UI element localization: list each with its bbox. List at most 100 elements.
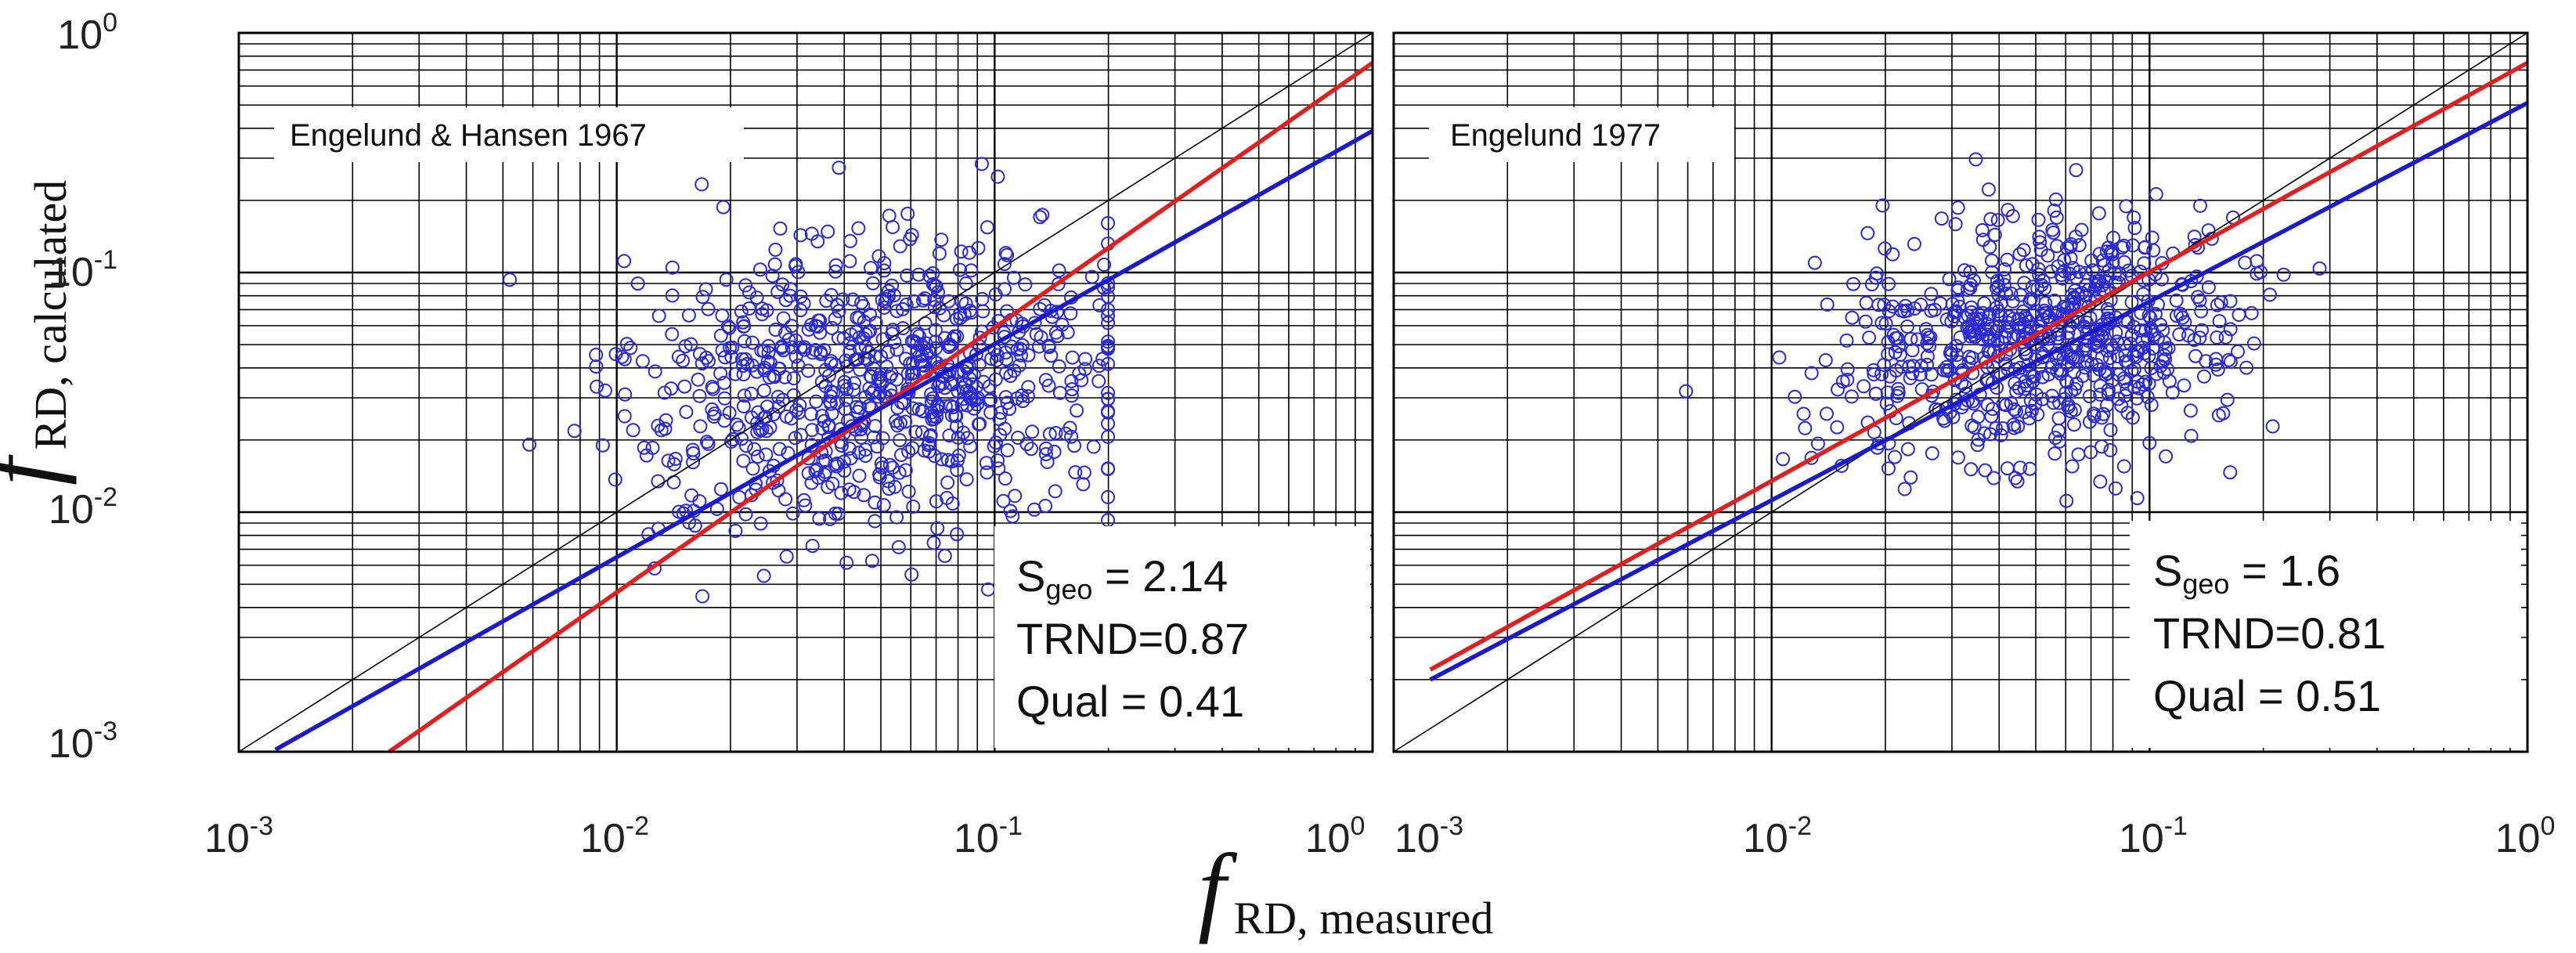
data-point xyxy=(2035,370,2050,384)
data-point xyxy=(637,440,651,455)
data-point xyxy=(759,424,774,439)
data-point xyxy=(2127,348,2141,363)
data-point xyxy=(896,321,911,336)
data-point xyxy=(1975,332,1990,347)
data-point xyxy=(701,436,716,451)
x-tick-label: 10-1 xyxy=(954,811,1023,861)
data-point xyxy=(2091,206,2106,221)
data-point xyxy=(1005,509,1020,524)
blue-fit-line xyxy=(274,128,1374,752)
data-point xyxy=(956,425,971,440)
data-point xyxy=(931,379,946,394)
data-point xyxy=(2091,274,2106,289)
data-point xyxy=(1772,350,1787,365)
data-point xyxy=(1011,431,1026,445)
data-point xyxy=(2158,352,2173,366)
data-point xyxy=(980,465,994,480)
data-point xyxy=(959,472,974,487)
data-point xyxy=(684,337,698,352)
data-point xyxy=(785,319,799,334)
data-point xyxy=(698,282,713,297)
data-point xyxy=(951,430,965,445)
data-point xyxy=(1957,263,1972,278)
data-point xyxy=(672,504,687,519)
data-point xyxy=(2118,388,2132,403)
data-point xyxy=(922,444,936,459)
blue-fit-line xyxy=(1429,101,2529,682)
data-points xyxy=(1679,152,2327,508)
data-point xyxy=(713,482,728,496)
data-point xyxy=(1997,277,2011,292)
data-point xyxy=(801,466,816,481)
data-point xyxy=(882,482,897,496)
data-point xyxy=(840,359,855,374)
data-point xyxy=(959,384,974,399)
data-point xyxy=(2034,278,2049,292)
data-point xyxy=(1942,272,1957,287)
data-point xyxy=(1067,439,1082,453)
data-point xyxy=(715,308,730,323)
data-point xyxy=(899,298,914,312)
data-point xyxy=(2103,442,2118,457)
data-point xyxy=(2130,374,2145,389)
data-point xyxy=(1990,280,2004,295)
data-point xyxy=(2000,461,2015,476)
data-point xyxy=(2116,238,2131,253)
data-point xyxy=(2130,491,2145,506)
stats-text: Sgeo = 2.14 TRND=0.87 Qual = 0.41 xyxy=(1016,551,1249,726)
data-point xyxy=(922,429,937,444)
data-point xyxy=(852,468,867,483)
data-point xyxy=(893,433,907,448)
data-point xyxy=(969,347,983,362)
data-point xyxy=(1970,438,1985,453)
data-point xyxy=(824,321,839,335)
data-point xyxy=(695,290,710,305)
data-point xyxy=(917,341,932,356)
data-point xyxy=(1961,319,1976,334)
data-point xyxy=(1880,385,1895,400)
data-point xyxy=(1798,421,1813,435)
data-point xyxy=(770,389,785,404)
data-point xyxy=(2088,278,2103,293)
data-point xyxy=(930,397,945,412)
data-point xyxy=(2201,280,2216,294)
data-point xyxy=(1846,276,1860,291)
data-point xyxy=(2101,366,2116,381)
data-point xyxy=(972,357,987,372)
data-point xyxy=(781,332,796,347)
data-point xyxy=(829,395,844,410)
panel-engelund-1977: Engelund 1977 Sgeo = 1.6 TRND=0.81 Qual … xyxy=(1392,31,2529,753)
data-point xyxy=(2040,310,2055,325)
data-point xyxy=(2099,244,2114,259)
data-point xyxy=(1897,482,1912,496)
data-point xyxy=(877,263,892,278)
data-point xyxy=(776,311,791,326)
data-point xyxy=(503,273,518,287)
data-point xyxy=(1903,331,1918,346)
data-point xyxy=(775,277,790,292)
data-point xyxy=(925,277,940,291)
data-point xyxy=(890,418,905,433)
data-point xyxy=(1052,359,1066,374)
data-point xyxy=(915,425,929,439)
data-point xyxy=(1064,388,1079,403)
data-point xyxy=(767,257,782,272)
data-point xyxy=(906,365,921,380)
data-point xyxy=(1990,213,2005,228)
data-point xyxy=(1776,452,1791,467)
data-point xyxy=(2010,474,2025,489)
data-point xyxy=(1818,353,1833,367)
data-point xyxy=(2008,471,2022,486)
data-point xyxy=(898,352,913,366)
data-point xyxy=(2083,414,2097,429)
fit-lines xyxy=(1393,32,2529,753)
data-point xyxy=(2016,243,2031,258)
stat-sgeo: Sgeo = 1.6 xyxy=(2153,546,2340,600)
data-point xyxy=(1020,389,1035,403)
data-point xyxy=(589,359,604,374)
data-point xyxy=(2048,192,2063,207)
data-point xyxy=(2055,271,2069,286)
data-point xyxy=(717,391,732,406)
data-point xyxy=(1025,424,1040,439)
identity-line xyxy=(1393,32,2528,753)
